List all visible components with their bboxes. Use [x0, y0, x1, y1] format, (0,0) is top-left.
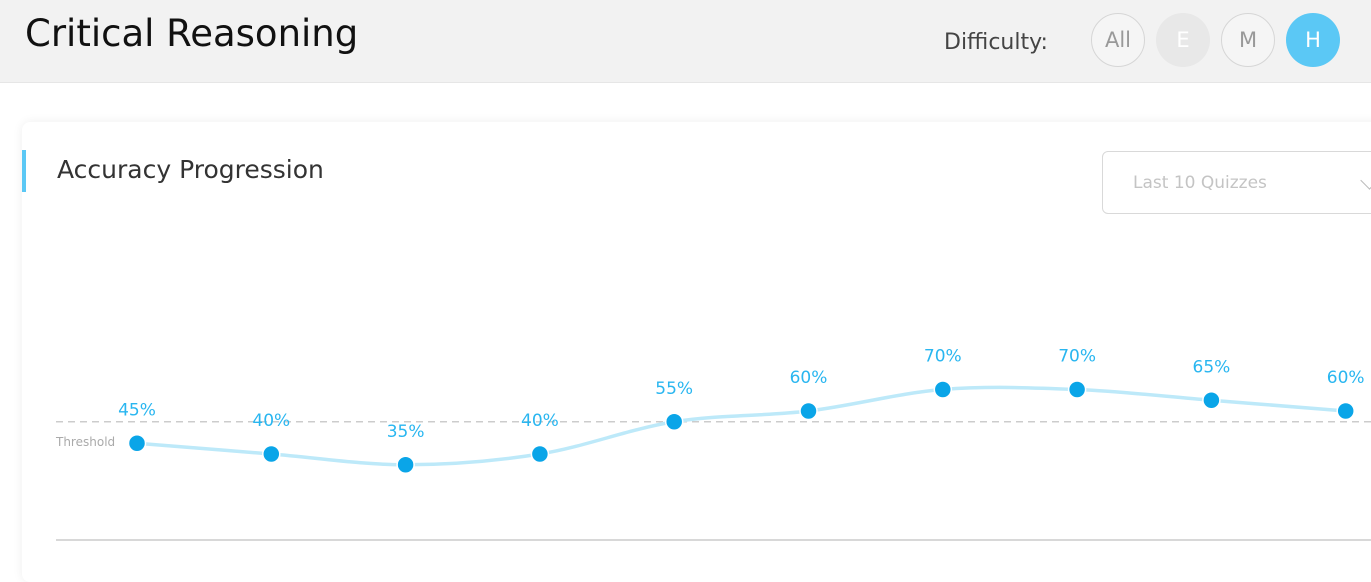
value-label: 55% [655, 379, 693, 399]
value-label: 60% [1327, 368, 1365, 388]
value-label: 45% [118, 400, 156, 420]
value-label: 40% [521, 411, 559, 431]
difficulty-label: Difficulty: [944, 30, 1048, 55]
threshold-label: Threshold [55, 435, 115, 449]
accuracy-line [136, 385, 1346, 467]
value-label: 35% [387, 422, 425, 442]
value-label: 60% [790, 368, 828, 388]
difficulty-option[interactable]: All [1091, 13, 1145, 67]
data-point [933, 380, 953, 399]
dropdown-text: Last 10 Quizzes [1133, 173, 1267, 193]
data-point [1202, 391, 1221, 410]
page-title: Critical Reasoning [25, 12, 359, 55]
data-point [262, 444, 281, 464]
chart: Threshold 45% 40% 35% 40% 55% 60% 70% 70% 65% 60% [55, 347, 1371, 541]
value-label: 40% [252, 411, 290, 431]
difficulty-option[interactable]: E [1156, 13, 1210, 67]
data-point [799, 401, 818, 421]
data-point [1336, 401, 1355, 421]
value-label: 65% [1193, 357, 1231, 377]
difficulty-option[interactable]: M [1221, 13, 1275, 67]
card-title: Accuracy Progression [57, 155, 324, 184]
data-point [396, 455, 415, 474]
header: Critical Reasoning Difficulty: All E M H [0, 0, 1371, 83]
value-label: 70% [1058, 347, 1096, 367]
data-point [1067, 380, 1087, 399]
difficulty-option[interactable]: H [1286, 13, 1340, 67]
accent-bar [22, 150, 26, 192]
page: {"header": {"title": "Critical Reasoning… [0, 0, 1371, 541]
data-point [664, 412, 684, 431]
data-point [530, 444, 550, 464]
value-label: 70% [924, 347, 962, 367]
data-point [127, 434, 147, 453]
range-dropdown[interactable]: Last 10 Quizzes [1102, 151, 1371, 214]
